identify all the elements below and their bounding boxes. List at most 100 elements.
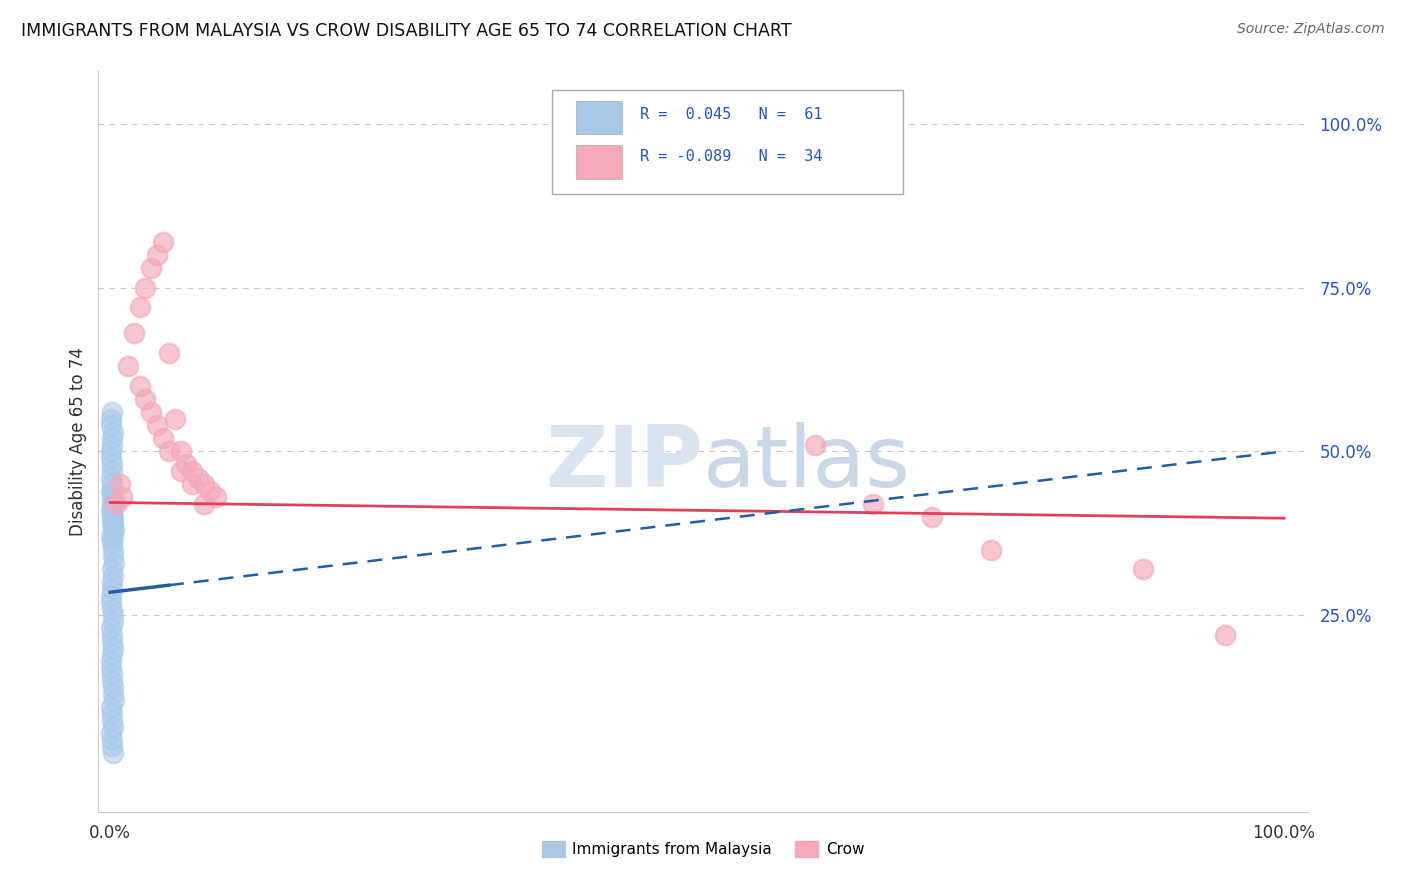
- Point: [101, 608, 124, 623]
- Point: [100, 411, 122, 425]
- Point: [101, 601, 124, 615]
- Point: [100, 438, 122, 452]
- Point: [108, 477, 131, 491]
- Point: [101, 687, 124, 701]
- Point: [101, 542, 124, 557]
- Point: [1132, 562, 1154, 576]
- Point: [101, 720, 124, 734]
- Point: [101, 680, 124, 694]
- Point: [101, 582, 124, 596]
- Point: [980, 542, 1002, 557]
- FancyBboxPatch shape: [576, 145, 621, 178]
- Point: [103, 556, 125, 570]
- Point: [134, 280, 156, 294]
- Point: [101, 706, 124, 721]
- Point: [101, 516, 124, 531]
- Point: [921, 509, 943, 524]
- Point: [101, 483, 124, 498]
- Point: [1215, 628, 1237, 642]
- Point: [101, 425, 124, 439]
- Point: [862, 497, 884, 511]
- Text: R = -0.089   N =  34: R = -0.089 N = 34: [640, 149, 823, 164]
- Point: [100, 503, 122, 517]
- Point: [103, 693, 125, 707]
- Point: [101, 569, 124, 583]
- Point: [101, 516, 124, 531]
- Point: [100, 483, 122, 498]
- Point: [163, 411, 186, 425]
- Point: [100, 660, 122, 674]
- Point: [169, 444, 191, 458]
- Point: [128, 379, 150, 393]
- Text: R =  0.045   N =  61: R = 0.045 N = 61: [640, 107, 823, 122]
- Point: [100, 654, 122, 668]
- Point: [122, 326, 145, 341]
- Text: Source: ZipAtlas.com: Source: ZipAtlas.com: [1237, 22, 1385, 37]
- Point: [100, 628, 122, 642]
- Text: atlas: atlas: [703, 422, 911, 505]
- Point: [152, 235, 174, 249]
- Point: [100, 575, 122, 590]
- Point: [152, 431, 174, 445]
- Point: [101, 477, 124, 491]
- Point: [100, 405, 122, 419]
- Point: [101, 634, 124, 648]
- Point: [117, 359, 139, 374]
- FancyBboxPatch shape: [551, 90, 903, 194]
- Point: [204, 490, 226, 504]
- Point: [803, 438, 825, 452]
- Point: [100, 732, 122, 747]
- Point: [103, 549, 125, 564]
- Point: [193, 477, 215, 491]
- Point: [111, 490, 134, 504]
- Point: [101, 562, 124, 576]
- Text: ZIP: ZIP: [546, 422, 703, 505]
- Point: [100, 667, 122, 681]
- Point: [187, 470, 209, 484]
- Point: [100, 699, 122, 714]
- Point: [146, 248, 169, 262]
- FancyBboxPatch shape: [576, 101, 621, 135]
- Point: [101, 503, 124, 517]
- Point: [101, 746, 124, 760]
- Point: [193, 497, 215, 511]
- Point: [100, 589, 122, 603]
- Point: [101, 673, 124, 688]
- Point: [101, 509, 124, 524]
- Point: [101, 464, 124, 478]
- Point: [198, 483, 221, 498]
- Point: [100, 621, 122, 635]
- Point: [100, 450, 122, 465]
- Point: [101, 431, 124, 445]
- Point: [169, 464, 191, 478]
- Point: [100, 595, 122, 609]
- Point: [101, 536, 124, 550]
- Point: [101, 490, 124, 504]
- Point: [100, 530, 122, 544]
- Point: [101, 648, 124, 662]
- Point: [105, 497, 128, 511]
- Point: [100, 470, 122, 484]
- Point: [101, 458, 124, 472]
- Point: [101, 509, 124, 524]
- Point: [100, 726, 122, 740]
- Point: [141, 405, 163, 419]
- Point: [141, 260, 163, 275]
- Point: [101, 530, 124, 544]
- Point: [146, 418, 169, 433]
- Point: [157, 444, 180, 458]
- Y-axis label: Disability Age 65 to 74: Disability Age 65 to 74: [69, 347, 87, 536]
- Point: [100, 490, 122, 504]
- Point: [101, 640, 124, 655]
- Point: [134, 392, 156, 406]
- Point: [181, 477, 204, 491]
- Text: IMMIGRANTS FROM MALAYSIA VS CROW DISABILITY AGE 65 TO 74 CORRELATION CHART: IMMIGRANTS FROM MALAYSIA VS CROW DISABIL…: [21, 22, 792, 40]
- Point: [100, 444, 122, 458]
- Point: [101, 739, 124, 754]
- Point: [128, 300, 150, 314]
- Point: [101, 523, 124, 537]
- Point: [101, 615, 124, 629]
- Point: [100, 418, 122, 433]
- Point: [103, 523, 125, 537]
- Point: [101, 497, 124, 511]
